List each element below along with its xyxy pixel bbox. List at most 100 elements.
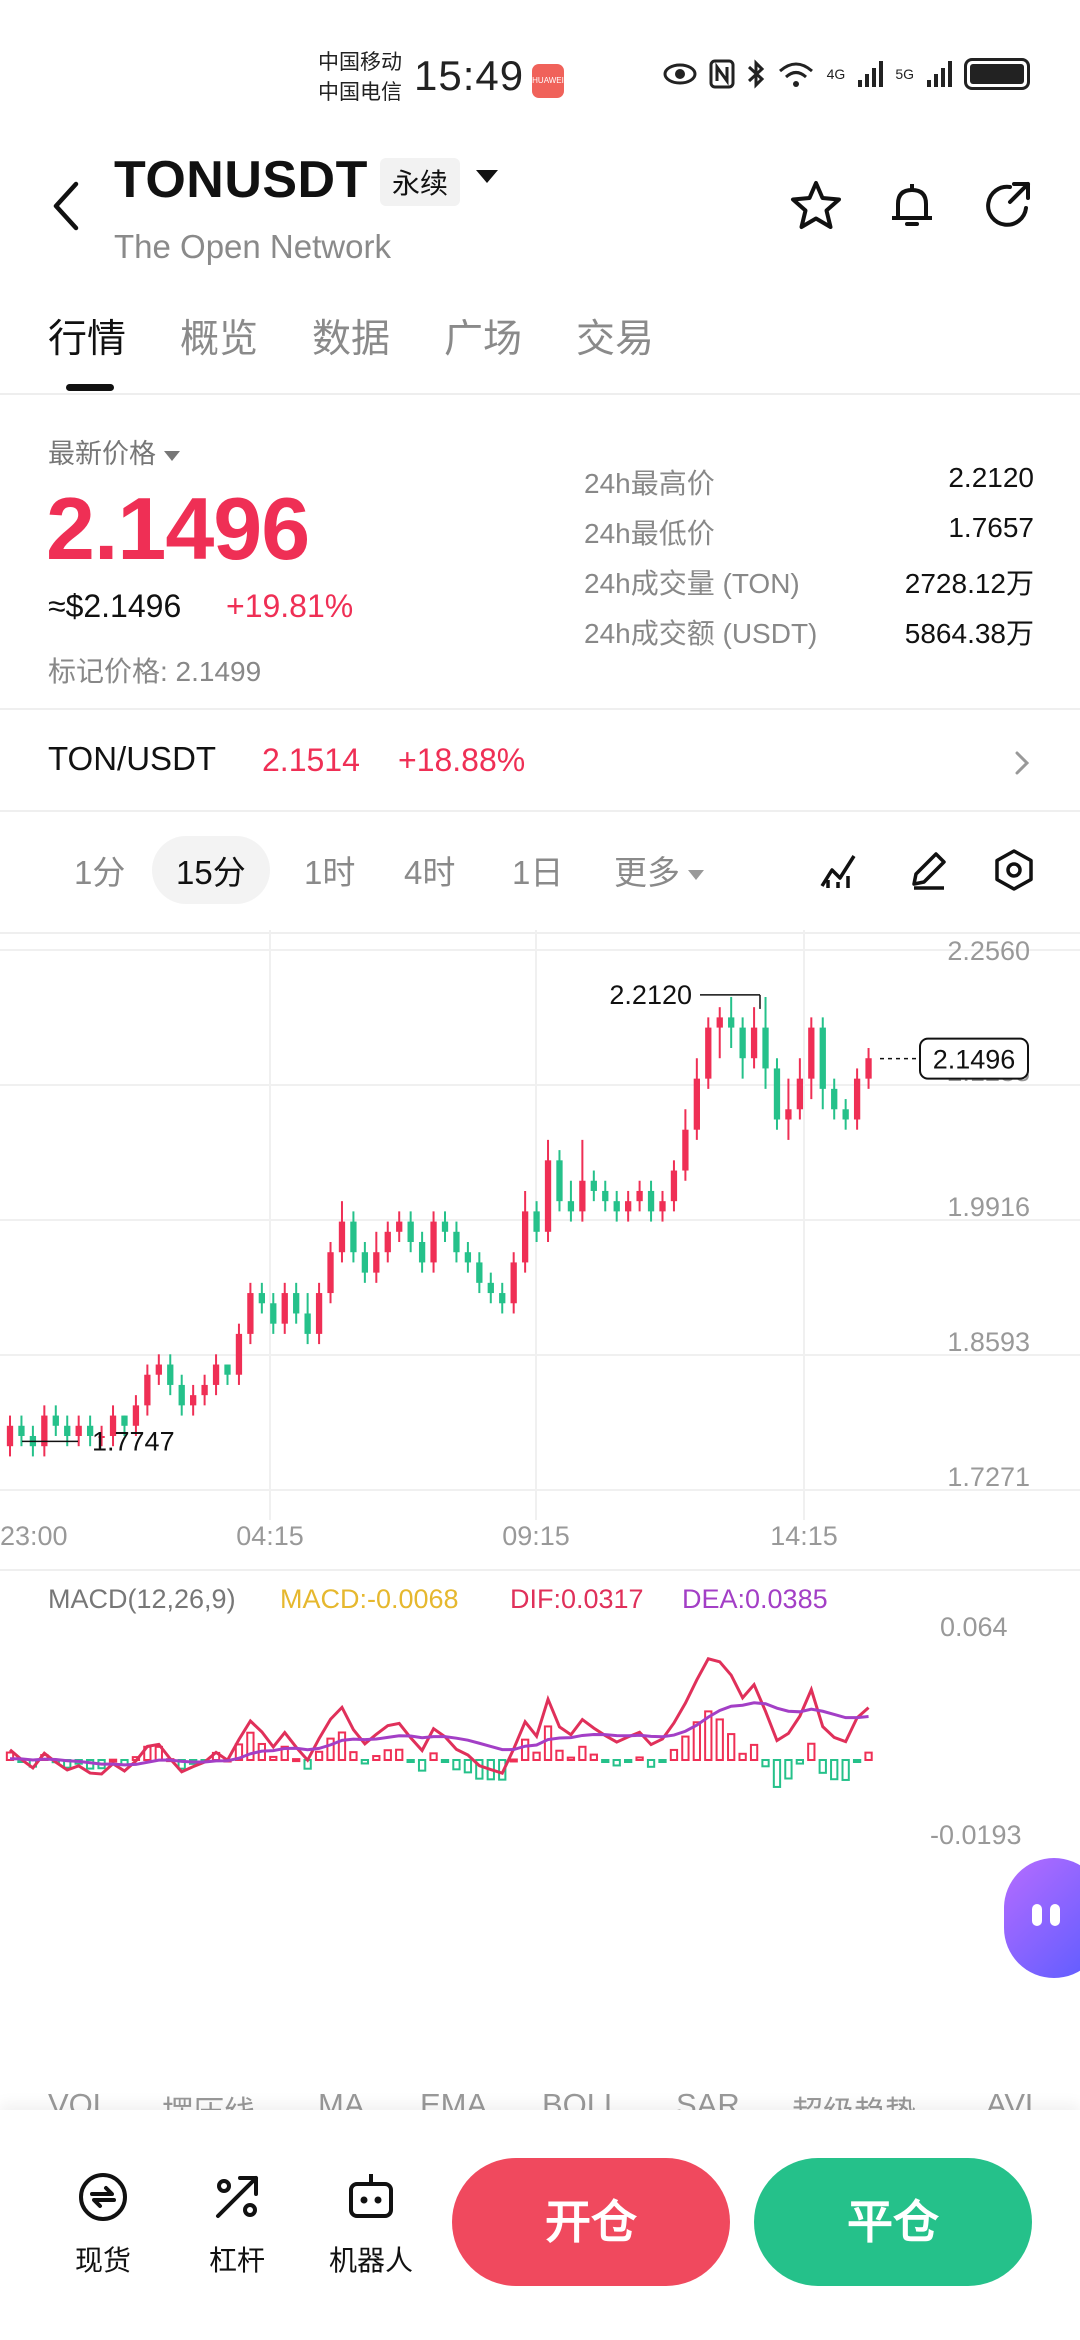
macd-bar: [589, 1753, 598, 1762]
tab-market[interactable]: 行情: [48, 318, 127, 361]
latest-price-selector[interactable]: 最新价格: [48, 432, 180, 471]
chevron-right-icon[interactable]: [1012, 748, 1032, 778]
candle-body: [853, 1078, 861, 1120]
candle-body: [590, 1180, 597, 1191]
dea-line: [9, 1701, 869, 1767]
share-icon[interactable]: [980, 178, 1036, 234]
stat-low: 24h最低价 1.7657: [584, 512, 1034, 552]
stat-value: 1.7657: [948, 512, 1034, 543]
interval-1h[interactable]: 1时: [304, 854, 356, 891]
macd-bar: [234, 1743, 244, 1762]
macd-bar: [543, 1725, 553, 1762]
macd-bar: [108, 1758, 118, 1763]
tab-square[interactable]: 广场: [444, 318, 523, 361]
star-icon[interactable]: [788, 178, 844, 234]
candle-body: [270, 1303, 277, 1324]
signal-icon-2: [927, 61, 952, 87]
candle-body: [750, 1027, 758, 1059]
bell-icon[interactable]: [884, 178, 940, 234]
carrier-2: 中国电信: [318, 81, 402, 104]
macd-y-bottom: -0.0193: [930, 1820, 1022, 1850]
macd-bar: [681, 1735, 690, 1761]
tab-overview[interactable]: 概览: [180, 318, 259, 361]
asset-name: The Open Network: [114, 228, 391, 265]
candle-body: [304, 1313, 311, 1334]
candle-body: [224, 1364, 231, 1375]
interval-more-label: 更多: [614, 854, 680, 891]
nav-leverage-label: 杠杆: [208, 2245, 265, 2276]
macd-bar: [646, 1759, 656, 1768]
macd-dif: DIF:0.0317: [510, 1584, 644, 1614]
candle-body: [602, 1190, 609, 1202]
candle-body: [625, 1201, 632, 1212]
contract-dropdown-icon[interactable]: [476, 170, 498, 183]
draw-pencil-icon[interactable]: [906, 848, 950, 892]
macd-bar: [715, 1718, 724, 1761]
candlestick-chart[interactable]: 2.25602.12381.99161.85931.72712.21201.77…: [0, 930, 1080, 2080]
candle-body: [842, 1109, 849, 1120]
interval-1m[interactable]: 1分: [74, 854, 126, 891]
candle-body: [384, 1231, 391, 1253]
macd-bar: [532, 1751, 541, 1761]
settings-gear-icon[interactable]: [992, 848, 1036, 892]
candle-body: [315, 1293, 323, 1334]
candle-body: [361, 1252, 369, 1273]
macd-bar: [578, 1745, 587, 1762]
candle-body: [739, 1027, 746, 1059]
candle-body: [396, 1221, 403, 1232]
macd-bar: [326, 1737, 335, 1761]
network-4g-label: 4G: [826, 66, 846, 82]
y-tick-label: 2.2560: [947, 936, 1030, 966]
contract-type-tag[interactable]: 永续: [380, 158, 461, 206]
nav-robot[interactable]: 机器人: [316, 2170, 426, 2279]
interval-4h[interactable]: 4时: [404, 854, 456, 891]
macd-bar: [669, 1748, 679, 1762]
mark-price: 标记价格: 2.1499: [48, 656, 262, 687]
macd-bar: [372, 1755, 381, 1761]
wifi-icon: [778, 62, 813, 87]
candle-body: [132, 1405, 140, 1426]
macd-bar: [475, 1759, 484, 1780]
candle-body: [327, 1252, 334, 1294]
macd-y-top: 0.064: [940, 1612, 1008, 1642]
candle-body: [155, 1364, 162, 1375]
close-position-button[interactable]: 平仓: [754, 2158, 1032, 2286]
nav-spot[interactable]: 现货: [48, 2170, 158, 2279]
candle-body: [121, 1415, 128, 1426]
interval-1d[interactable]: 1日: [512, 854, 564, 891]
spot-pair-name: TON/USDT: [48, 740, 217, 777]
back-arrow-icon[interactable]: [46, 176, 86, 236]
stat-value: 2.2120: [948, 462, 1034, 493]
macd-label: MACD(12,26,9): [48, 1584, 236, 1614]
macd-bar: [314, 1750, 324, 1762]
candle-body: [293, 1293, 300, 1314]
candle-body: [544, 1160, 552, 1232]
macd-bar: [612, 1759, 621, 1767]
stat-turnover: 24h成交额 (USDT) 5864.38万: [584, 612, 1034, 652]
high-price-label: 2.2120: [609, 980, 692, 1010]
tab-data[interactable]: 数据: [312, 318, 391, 361]
macd-bar: [784, 1759, 793, 1780]
main-tabs: 行情 概览 数据 广场 交易: [0, 300, 1080, 395]
candle-body: [579, 1180, 586, 1212]
macd-bar: [635, 1756, 644, 1762]
nav-leverage[interactable]: 杠杆: [182, 2170, 292, 2279]
candle-body: [258, 1293, 265, 1304]
open-position-button[interactable]: 开仓: [452, 2158, 730, 2286]
candle-body: [98, 1435, 105, 1438]
macd-bar: [463, 1759, 473, 1774]
candle-body: [796, 1078, 804, 1110]
tab-trade[interactable]: 交易: [576, 318, 655, 361]
candle-body: [521, 1211, 529, 1263]
indicator-icon[interactable]: [818, 848, 862, 892]
tab-indicator: [66, 384, 114, 391]
macd-bar: [280, 1745, 289, 1762]
interval-15m[interactable]: 15分: [152, 836, 270, 904]
macd-bar: [429, 1752, 438, 1761]
interval-more[interactable]: 更多: [614, 846, 704, 894]
macd-bar: [452, 1759, 461, 1771]
candle-body: [831, 1088, 838, 1110]
candle-body: [418, 1242, 426, 1263]
assistant-bot-button[interactable]: [1004, 1858, 1080, 1978]
candle-body: [670, 1170, 678, 1202]
